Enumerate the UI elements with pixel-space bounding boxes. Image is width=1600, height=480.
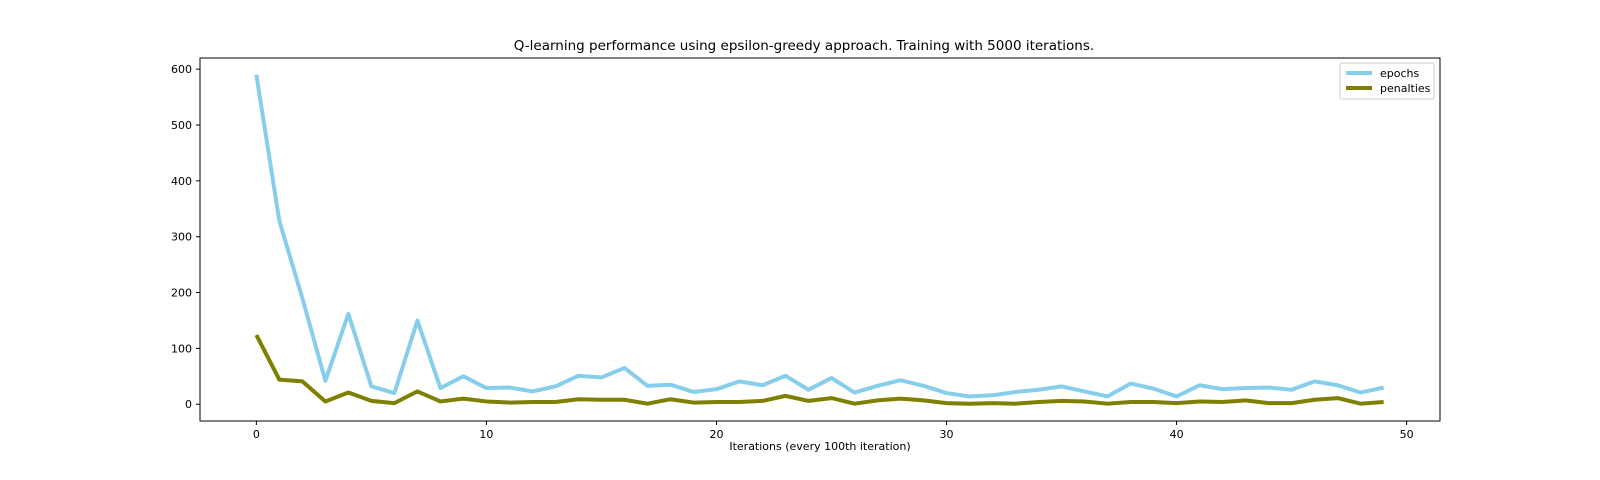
x-tick-label: 0 (253, 428, 260, 441)
y-tick-label: 200 (171, 287, 192, 300)
y-tick-label: 600 (171, 63, 192, 76)
series-line-penalties (254, 334, 1384, 406)
x-tick-label: 40 (1170, 428, 1184, 441)
y-tick-label: 500 (171, 119, 192, 132)
legend: epochs penalties (1339, 62, 1435, 100)
y-tick-label: 100 (171, 342, 192, 355)
y-tick-label: 400 (171, 175, 192, 188)
x-tick-label: 20 (709, 428, 723, 441)
series-line-epochs (254, 74, 1385, 399)
legend-label-penalties: penalties (1380, 82, 1431, 95)
axes-frame (199, 57, 1441, 422)
x-tick-label: 50 (1400, 428, 1414, 441)
y-tick-label: 300 (171, 231, 192, 244)
x-axis-label: Iterations (every 100th iteration) (729, 440, 910, 453)
x-tick-label: 10 (479, 428, 493, 441)
plot-lines (254, 74, 1385, 406)
chart-title: Q-learning performance using epsilon-gre… (514, 38, 1094, 54)
y-tick-label: 0 (185, 398, 192, 411)
x-axis: 0 10 20 30 40 50 (253, 421, 1414, 441)
x-tick-label: 30 (940, 428, 954, 441)
y-axis: 0 100 200 300 400 500 600 (171, 63, 200, 411)
legend-label-epochs: epochs (1380, 67, 1419, 80)
